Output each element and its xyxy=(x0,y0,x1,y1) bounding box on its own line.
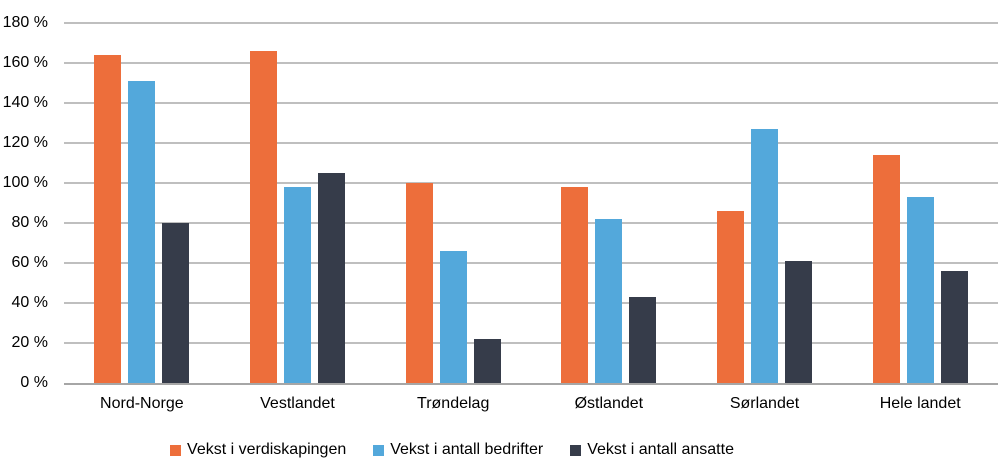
bar xyxy=(629,297,657,383)
legend-swatch-icon xyxy=(170,444,182,456)
bar xyxy=(751,129,779,383)
gridline xyxy=(64,142,998,144)
x-tick-label: Nord-Norge xyxy=(100,395,184,412)
y-tick-label: 180 % xyxy=(2,14,48,31)
legend-label: Vekst i verdiskapingen xyxy=(187,441,347,458)
x-tick-label: Vestlandet xyxy=(260,395,335,412)
bar xyxy=(439,251,467,383)
gridline xyxy=(64,22,998,24)
bar xyxy=(906,197,934,383)
bar-group-5 xyxy=(687,23,843,383)
bar xyxy=(473,339,501,383)
legend: Vekst i verdiskapingen Vekst i antall bed… xyxy=(0,441,1000,459)
bar xyxy=(872,155,900,383)
gridline xyxy=(64,102,998,104)
legend-swatch-icon xyxy=(373,444,385,456)
bar-group-3 xyxy=(375,23,531,383)
gridline xyxy=(64,182,998,184)
x-tick-label: Trøndelag xyxy=(417,395,490,412)
legend-label: Vekst i antall ansatte xyxy=(587,441,734,458)
bar-groups xyxy=(64,23,998,383)
x-tick-label: Østlandet xyxy=(574,395,644,412)
bar xyxy=(717,211,745,383)
plot-area xyxy=(64,22,998,385)
bar xyxy=(785,261,813,383)
bar-group-4 xyxy=(531,23,687,383)
x-tick-label: Hele landet xyxy=(879,395,961,412)
bar-group-1 xyxy=(64,23,220,383)
gridline xyxy=(64,342,998,344)
bar xyxy=(561,187,589,383)
y-tick-label: 0 % xyxy=(20,374,48,391)
y-tick-label: 20 % xyxy=(11,334,48,351)
bar-group-6 xyxy=(842,23,998,383)
y-tick-label: 80 % xyxy=(11,214,48,231)
y-tick-label: 120 % xyxy=(2,134,48,151)
bar xyxy=(128,81,156,383)
y-tick-label: 160 % xyxy=(2,54,48,71)
legend-item: Vekst i antall bedrifter xyxy=(373,441,543,459)
bar xyxy=(250,51,277,383)
y-tick-label: 60 % xyxy=(11,254,48,271)
gridline xyxy=(64,222,998,224)
legend-item: Vekst i verdiskapingen xyxy=(170,441,346,459)
bar xyxy=(162,223,190,383)
bar xyxy=(318,173,345,383)
bar xyxy=(94,55,122,383)
bar-group-2 xyxy=(220,23,376,383)
legend-item: Vekst i antall ansatte xyxy=(570,441,734,459)
bar xyxy=(405,183,433,383)
x-tick-label: Sørlandet xyxy=(729,395,800,412)
y-tick-label: 140 % xyxy=(2,94,48,111)
legend-swatch-icon xyxy=(570,444,582,456)
bar xyxy=(284,187,311,383)
gridlines xyxy=(64,22,998,383)
y-tick-label: 100 % xyxy=(2,174,48,191)
bar xyxy=(595,219,623,383)
y-tick-label: 40 % xyxy=(11,294,48,311)
legend-label: Vekst i antall bedrifter xyxy=(390,441,544,458)
bar xyxy=(940,271,968,383)
gridline xyxy=(64,262,998,264)
gridline xyxy=(64,302,998,304)
gridline xyxy=(64,62,998,64)
y-axis: 0 % 20 % 40 % 60 % 80 % 100 % 120 % 140 % 160 % 1… xyxy=(0,14,48,391)
x-axis: Nord-Norge Vestlandet Trøndelag Østlandet Sø… xyxy=(64,395,998,413)
